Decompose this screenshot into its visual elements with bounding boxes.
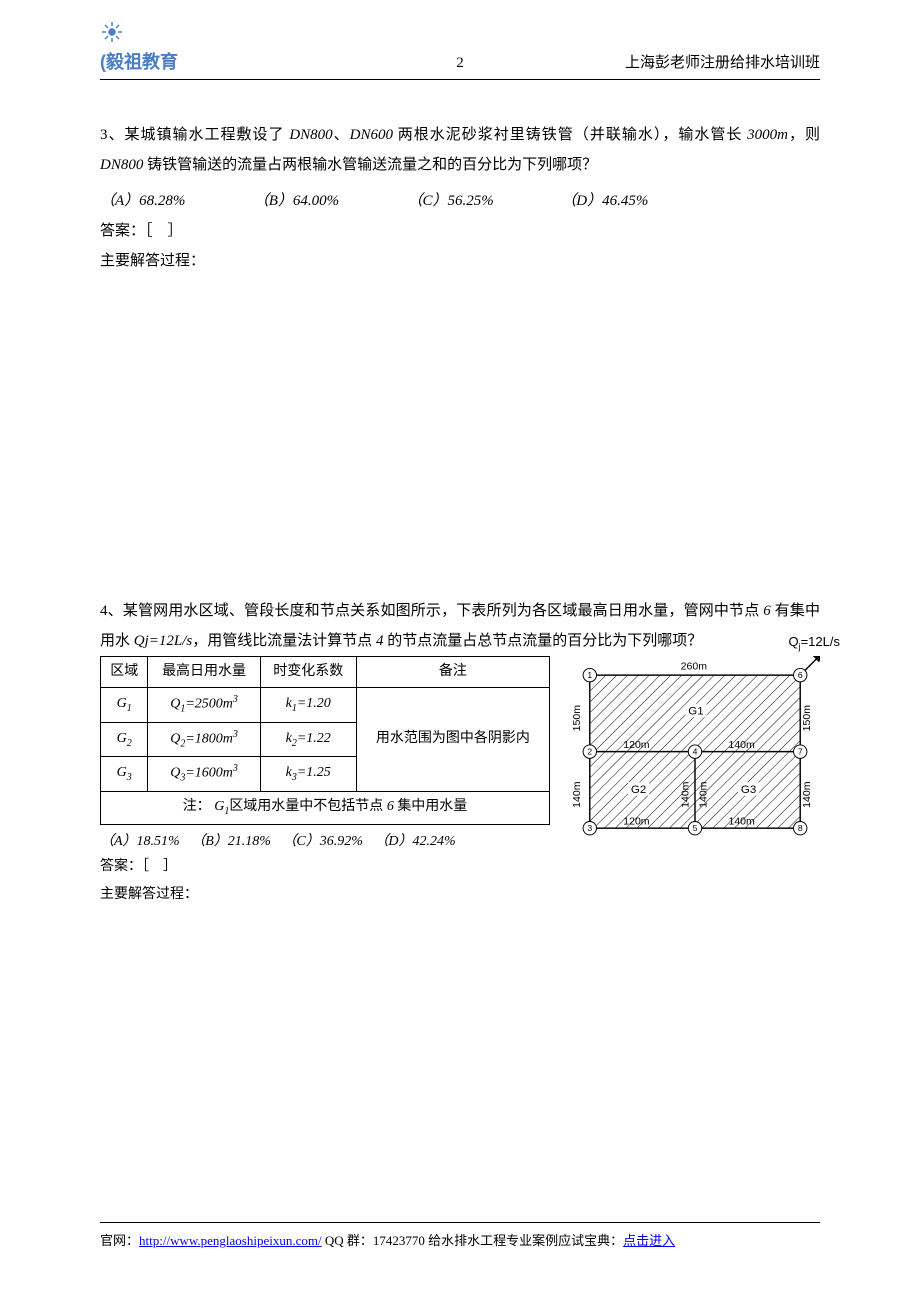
svg-text:7: 7 [798, 747, 803, 757]
footer-site-link[interactable]: http://www.penglaoshipeixun.com/ [139, 1233, 322, 1248]
footer-site-label: 官网： [100, 1233, 139, 1248]
table-footnote-row: 注： G1区域用水量中不包括节点 6 集中用水量 [101, 791, 550, 824]
svg-text:5: 5 [693, 823, 698, 833]
edge-mid-right: 140m [728, 739, 755, 751]
q4-diagram-container: Qj=12L/s [560, 656, 820, 884]
svg-text:6: 6 [798, 670, 803, 680]
logo-text: (毅祖教育 [100, 48, 178, 77]
footer-qq: QQ 群：17423770 给水排水工程专业案例应试宝典： [322, 1233, 624, 1248]
cell-coef: k1=1.20 [260, 688, 356, 722]
th-usage: 最高日用水量 [148, 657, 260, 688]
edge-right-upper: 150m [801, 705, 813, 732]
table-footnote: 注： G1区域用水量中不包括节点 6 集中用水量 [101, 791, 550, 824]
content-area: 3、某城镇输水工程敷设了 DN800、DN600 两根水泥砂浆衬里铸铁管（并联输… [0, 100, 920, 909]
q4-answer-line: 答案：［ ］ [100, 853, 550, 881]
edge-left-lower: 140m [571, 781, 583, 808]
q4-text: 4、某管网用水区域、管段长度和节点关系如图所示，下表所列为各区域最高日用水量，管… [100, 596, 820, 656]
edge-left-upper: 150m [571, 705, 583, 732]
th-coef: 时变化系数 [260, 657, 356, 688]
question-4: 4、某管网用水区域、管段长度和节点关系如图所示，下表所列为各区域最高日用水量，管… [100, 596, 820, 909]
edge-bot-left: 120m [623, 815, 650, 827]
q3-option-a: （A）68.28% [100, 186, 250, 216]
cell-usage: Q1=2500m3 [148, 688, 260, 722]
q4-left-column: 区域 最高日用水量 时变化系数 备注 G1 Q1=2500m3 k1=1.20 … [100, 656, 550, 909]
q4-option-b: （B）21.18% [191, 834, 271, 849]
cell-coef: k2=1.22 [260, 722, 356, 756]
q3-option-c: （C）56.25% [408, 186, 558, 216]
svg-text:8: 8 [798, 823, 803, 833]
th-region: 区域 [101, 657, 148, 688]
edge-mid-left: 120m [623, 739, 650, 751]
header-right-text: 上海彭老师注册给排水培训班 [625, 51, 820, 75]
table-row: G1 Q1=2500m3 k1=1.20 用水范围为图中各阴影内 [101, 688, 550, 722]
q3-answer-line: 答案：［ ］ [100, 216, 820, 246]
q4-option-c: （C）36.92% [282, 834, 363, 849]
cell-note: 用水范围为图中各阴影内 [356, 688, 549, 791]
region-g3: G3 [741, 784, 756, 796]
q4-option-a: （A）18.51% [100, 834, 180, 849]
network-diagram: 1 6 2 4 7 3 5 8 260m 150m 150m 120m 140m 140m… [570, 656, 820, 876]
region-g2: G2 [631, 784, 646, 796]
q4-option-d: （D）42.24% [374, 834, 455, 849]
diagram-qj-label: Qj=12L/s [788, 632, 840, 654]
logo: (毅祖教育 [100, 20, 178, 77]
cell-coef: k3=1.25 [260, 757, 356, 791]
cell-usage: Q2=1800m3 [148, 722, 260, 756]
page-footer: 官网：http://www.penglaoshipeixun.com/ QQ 群… [100, 1222, 820, 1252]
edge-inner-left: 140m [679, 781, 691, 808]
svg-text:2: 2 [587, 747, 592, 757]
cell-region: G2 [101, 722, 148, 756]
table-header-row: 区域 最高日用水量 时变化系数 备注 [101, 657, 550, 688]
q3-options: （A）68.28% （B）64.00% （C）56.25% （D）46.45% [100, 186, 820, 216]
q4-process-line: 主要解答过程： [100, 881, 550, 909]
edge-bot-right: 140m [728, 815, 755, 827]
q3-option-b: （B）64.00% [254, 186, 404, 216]
region-g1: G1 [688, 705, 703, 717]
q4-layout: 区域 最高日用水量 时变化系数 备注 G1 Q1=2500m3 k1=1.20 … [100, 656, 820, 909]
q3-text: 3、某城镇输水工程敷设了 DN800、DN600 两根水泥砂浆衬里铸铁管（并联输… [100, 120, 820, 180]
edge-right-lower: 140m [801, 781, 813, 808]
cell-usage: Q3=1600m3 [148, 757, 260, 791]
edge-top: 260m [681, 660, 708, 672]
q3-option-d: （D）46.45% [561, 186, 711, 216]
svg-text:1: 1 [587, 670, 592, 680]
edge-inner-right: 140m [697, 781, 709, 808]
th-note: 备注 [356, 657, 549, 688]
page-header: (毅祖教育 2 上海彭老师注册给排水培训班 [100, 0, 820, 80]
q4-table: 区域 最高日用水量 时变化系数 备注 G1 Q1=2500m3 k1=1.20 … [100, 656, 550, 825]
q3-process-line: 主要解答过程： [100, 246, 820, 276]
cell-region: G1 [101, 688, 148, 722]
q4-options: （A）18.51% （B）21.18% （C）36.92% （D）42.24% [100, 831, 550, 853]
svg-text:3: 3 [587, 823, 592, 833]
footer-enter-link[interactable]: 点击进入 [623, 1233, 675, 1248]
svg-text:4: 4 [693, 747, 698, 757]
logo-sunburst-icon [100, 20, 178, 48]
cell-region: G3 [101, 757, 148, 791]
question-3: 3、某城镇输水工程敷设了 DN800、DN600 两根水泥砂浆衬里铸铁管（并联输… [100, 120, 820, 276]
page-number: 2 [456, 51, 464, 75]
